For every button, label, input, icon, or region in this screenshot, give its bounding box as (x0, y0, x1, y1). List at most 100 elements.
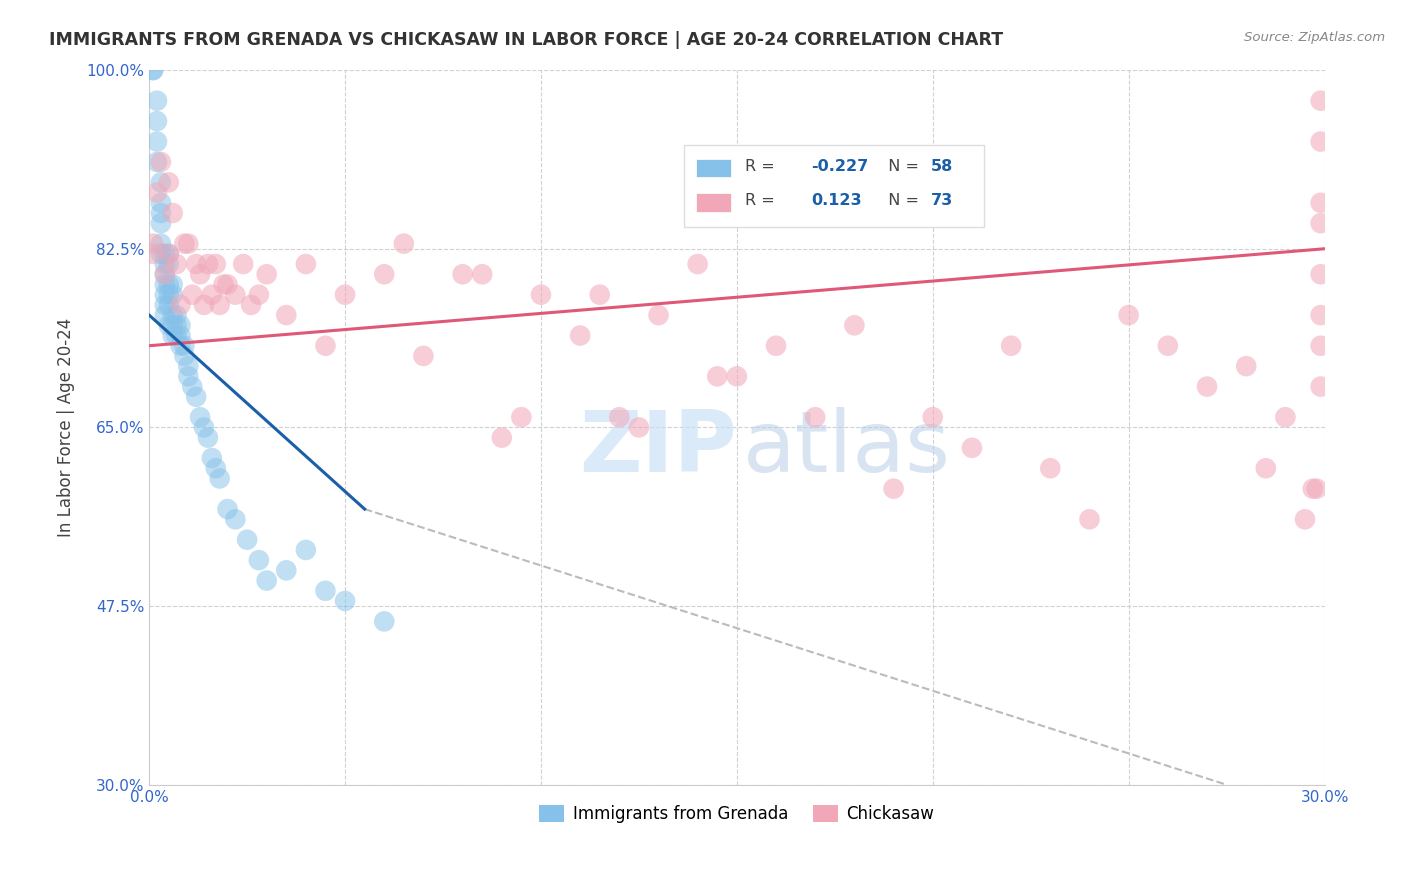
Point (247, 553, 270, 567)
Point (333, 287, 356, 301)
Point (706, 369, 728, 384)
Point (153, 298, 176, 312)
Point (166, 257, 188, 271)
Point (177, 369, 200, 384)
Point (186, 257, 208, 271)
Point (844, 318, 866, 333)
Point (146, 135, 169, 149)
Point (186, 390, 208, 404)
Point (149, 155, 172, 169)
Point (217, 277, 239, 292)
Point (1309, 267, 1331, 281)
Point (224, 512, 246, 526)
Point (146, 94, 169, 108)
Point (569, 328, 592, 343)
Point (204, 257, 226, 271)
Text: 0.123: 0.123 (811, 194, 862, 209)
Point (142, 236, 165, 251)
Text: ZIP: ZIP (579, 408, 737, 491)
Point (314, 339, 336, 353)
Point (153, 257, 176, 271)
Point (627, 420, 650, 434)
Point (1294, 512, 1316, 526)
Point (247, 287, 270, 301)
Point (157, 287, 180, 301)
Text: -0.227: -0.227 (811, 159, 868, 174)
Point (193, 420, 215, 434)
Point (146, 155, 169, 169)
Text: IMMIGRANTS FROM GRENADA VS CHICKASAW IN LABOR FORCE | AGE 20-24 CORRELATION CHAR: IMMIGRANTS FROM GRENADA VS CHICKASAW IN … (49, 31, 1004, 49)
Point (1309, 94, 1331, 108)
Point (204, 461, 226, 475)
Point (451, 267, 474, 281)
Point (188, 410, 211, 425)
Point (1309, 308, 1331, 322)
Point (1306, 482, 1329, 496)
Point (1118, 308, 1140, 322)
FancyBboxPatch shape (696, 159, 731, 178)
Point (1309, 195, 1331, 210)
Point (240, 298, 263, 312)
Point (149, 247, 172, 261)
Point (373, 615, 395, 629)
Point (153, 277, 176, 292)
Point (647, 308, 669, 322)
Point (153, 267, 176, 281)
Point (149, 236, 172, 251)
Point (1274, 410, 1296, 425)
Point (197, 431, 219, 445)
Point (169, 328, 191, 343)
Point (686, 257, 709, 271)
Point (589, 287, 612, 301)
Point (149, 175, 172, 189)
Text: atlas: atlas (742, 408, 950, 491)
Point (1157, 339, 1180, 353)
Point (491, 431, 513, 445)
Text: Source: ZipAtlas.com: Source: ZipAtlas.com (1244, 31, 1385, 45)
Point (173, 236, 195, 251)
Point (232, 257, 254, 271)
Point (392, 236, 415, 251)
Point (153, 247, 176, 261)
Point (883, 482, 905, 496)
Point (162, 206, 184, 220)
Point (201, 450, 224, 465)
Point (169, 318, 191, 333)
Point (162, 277, 184, 292)
Point (1234, 359, 1257, 373)
Legend: Immigrants from Grenada, Chickasaw: Immigrants from Grenada, Chickasaw (533, 798, 941, 830)
FancyBboxPatch shape (683, 145, 984, 227)
Point (157, 247, 180, 261)
Point (153, 308, 176, 322)
Point (181, 379, 204, 393)
Point (177, 236, 200, 251)
Point (314, 583, 336, 598)
Point (157, 277, 180, 292)
Point (157, 247, 180, 261)
Point (142, 63, 165, 78)
Point (173, 339, 195, 353)
Point (208, 471, 231, 485)
Point (153, 267, 176, 281)
Point (530, 287, 553, 301)
Point (373, 267, 395, 281)
Point (804, 410, 827, 425)
Point (169, 339, 191, 353)
Point (1309, 135, 1331, 149)
Point (157, 298, 180, 312)
Text: R =: R = (745, 194, 785, 209)
Point (149, 195, 172, 210)
Point (1309, 216, 1331, 230)
Text: R =: R = (745, 159, 780, 174)
Point (333, 594, 356, 608)
Point (1000, 339, 1022, 353)
Text: 73: 73 (931, 194, 953, 209)
Point (162, 328, 184, 343)
Point (157, 318, 180, 333)
Point (201, 287, 224, 301)
Text: N =: N = (877, 159, 924, 174)
Point (149, 216, 172, 230)
Point (193, 298, 215, 312)
Text: 58: 58 (931, 159, 953, 174)
Point (208, 298, 231, 312)
